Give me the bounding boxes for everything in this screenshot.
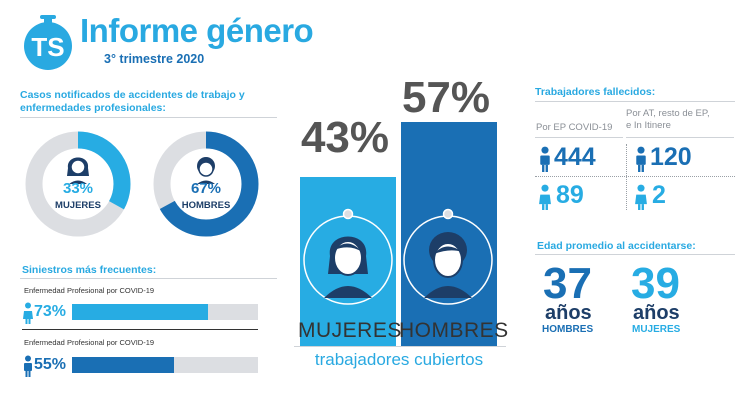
ts-logo: TS [24,15,72,70]
frequent-title: Siniestros más frecuentes: [22,264,157,276]
men-cases-value: 67% [190,180,222,197]
man-icon [197,157,215,184]
age-men-value: 37 [543,259,592,308]
deaths-women-covid: 89 [556,181,584,209]
row-divider [535,176,735,177]
divider [535,254,735,255]
women-cases-value: 33% [62,180,94,197]
page-title: Informe género [80,12,314,49]
frequent-item-2-bar [72,357,174,373]
man-icon [540,146,550,172]
deaths-col1-header: Por EP COVID-19 [536,122,613,133]
divider [626,137,734,138]
man-icon [636,146,646,172]
covered-caption: trabajadores cubiertos [314,350,484,369]
divider [20,117,277,118]
divider [22,329,258,330]
women-covered-value: 43% [300,113,390,162]
figure-icons [303,208,493,305]
cases-title: Casos notificados de accidentes de traba… [20,89,245,114]
divider [294,346,506,347]
frequent-item-2-label: Enfermedad Profesional por COVID-19 [24,338,155,347]
age-women-label: MUJERES [632,324,681,335]
age-men-unit: años [545,302,592,324]
divider [535,101,735,102]
men-cases-label: HOMBRES [181,200,231,211]
page-subtitle: 3° trimestre 2020 [104,52,205,66]
women-donut [25,131,131,237]
woman-icon [539,184,551,210]
woman-icon [23,302,33,324]
deaths-men-other: 120 [650,143,692,171]
men-donut [153,131,259,237]
deaths-title: Trabajadores fallecidos: [535,86,656,98]
hombres-label: HOMBRES [399,319,509,342]
age-women-value: 39 [631,259,680,308]
deaths-women-other: 2 [652,181,666,209]
column-divider [626,144,627,210]
woman-icon [67,157,89,184]
frequent-item-1-bar [72,304,208,320]
deaths-men-covid: 444 [554,143,596,171]
women-cases-label: MUJERES [55,200,101,211]
frequent-item-2-value: 55% [34,356,67,373]
frequent-item-1-label: Enfermedad Profesional por COVID-19 [24,286,155,295]
deaths-col2-header: Por AT, resto de EP, e In Itinere [626,108,710,131]
frequent-item-1-value: 73% [34,303,67,320]
woman-icon [303,208,393,305]
age-title: Edad promedio al accidentarse: [537,240,696,252]
man-icon [24,355,32,377]
age-men-label: HOMBRES [542,324,594,335]
man-icon [403,208,493,305]
divider [535,137,623,138]
mujeres-label: MUJERES [298,319,402,342]
logo-text: TS [31,32,64,62]
age-women-unit: años [633,302,680,324]
divider [20,278,277,279]
woman-icon [635,184,647,210]
men-covered-value: 57% [401,73,491,122]
